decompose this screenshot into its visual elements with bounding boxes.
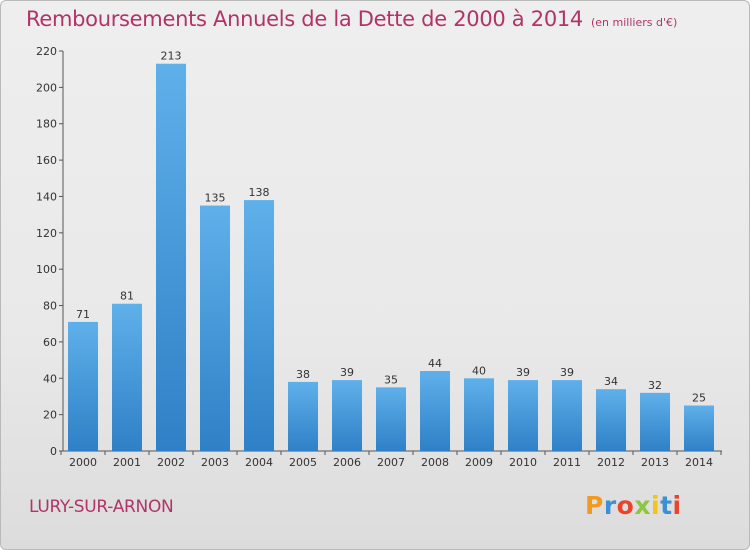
x-tick-label: 2001 [113, 456, 141, 469]
bar-2008 [420, 371, 450, 451]
chart-unit: (en milliers d'€) [591, 16, 678, 29]
bar-2006 [332, 380, 362, 451]
data-label: 138 [249, 186, 270, 199]
x-tick-label: 2011 [553, 456, 581, 469]
bar-2004 [244, 200, 274, 451]
data-label: 25 [692, 392, 706, 405]
bar-2012 [596, 389, 626, 451]
bar-2000 [68, 321, 98, 451]
chart-title: Remboursements Annuels de la Dette de 20… [26, 7, 677, 31]
y-tick-label: 180 [36, 118, 57, 131]
data-label: 40 [472, 364, 486, 377]
y-tick-label: 40 [43, 372, 57, 385]
data-label: 35 [384, 373, 398, 386]
x-tick-label: 2002 [157, 456, 185, 469]
y-tick-label: 80 [43, 300, 57, 313]
data-label: 39 [560, 366, 574, 379]
chart-title-text: Remboursements Annuels de la Dette de 20… [26, 7, 583, 31]
data-label: 71 [76, 308, 90, 321]
x-tick-label: 2000 [69, 456, 97, 469]
commune-name: LURY-SUR-ARNON [29, 497, 174, 517]
data-label: 39 [340, 366, 354, 379]
bar-2002 [156, 63, 186, 452]
x-tick-label: 2012 [597, 456, 625, 469]
bar-2009 [464, 378, 494, 451]
y-tick-label: 100 [36, 263, 57, 276]
y-tick-label: 200 [36, 81, 57, 94]
x-tick-label: 2013 [641, 456, 669, 469]
proxiti-logo: Proxiti [585, 491, 682, 520]
y-tick-label: 0 [50, 445, 57, 458]
bar-2001 [112, 303, 142, 451]
logo-letter: i [672, 491, 682, 520]
logo-letter: P [585, 491, 604, 520]
bar-2011 [552, 380, 582, 451]
x-tick-label: 2003 [201, 456, 229, 469]
logo-letter: x [634, 491, 651, 520]
bars [68, 63, 714, 452]
x-axis: 2000 2001 2002 2003 2004 2005 2006 2007 2008 2009… [60, 450, 722, 469]
x-tick-label: 2010 [509, 456, 537, 469]
bar-2014 [684, 405, 714, 451]
data-labels: 71 81 213 135 138 38 39 35 44 40 39 39 34 32 25 [76, 50, 706, 405]
y-tick-label: 160 [36, 154, 57, 167]
y-tick-label: 20 [43, 409, 57, 422]
bar-2013 [640, 392, 670, 451]
data-label: 135 [205, 192, 226, 205]
y-tick-label: 60 [43, 336, 57, 349]
x-tick-label: 2008 [421, 456, 449, 469]
x-tick-label: 2007 [377, 456, 405, 469]
x-tick-label: 2009 [465, 456, 493, 469]
bar-2007 [376, 387, 406, 451]
data-label: 38 [296, 368, 310, 381]
bar-2005 [288, 381, 318, 451]
data-label: 213 [161, 50, 182, 63]
y-tick-label: 120 [36, 227, 57, 240]
y-tick-label: 220 [36, 45, 57, 58]
x-tick-label: 2006 [333, 456, 361, 469]
logo-letter: o [616, 491, 635, 520]
y-tick-label: 140 [36, 190, 57, 203]
logo-letter: r [603, 491, 617, 520]
logo-letter: t [660, 491, 673, 520]
bar-2003 [200, 205, 230, 451]
y-axis: 0 20 40 60 80 100 120 140 160 180 200 220 [36, 45, 64, 458]
bar-2010 [508, 380, 538, 451]
data-label: 39 [516, 366, 530, 379]
x-tick-label: 2005 [289, 456, 317, 469]
data-label: 34 [604, 375, 618, 388]
x-tick-label: 2004 [245, 456, 273, 469]
logo-letter: i [651, 491, 661, 520]
data-label: 32 [648, 379, 662, 392]
data-label: 81 [120, 290, 134, 303]
data-label: 44 [428, 357, 442, 370]
x-tick-label: 2014 [685, 456, 713, 469]
